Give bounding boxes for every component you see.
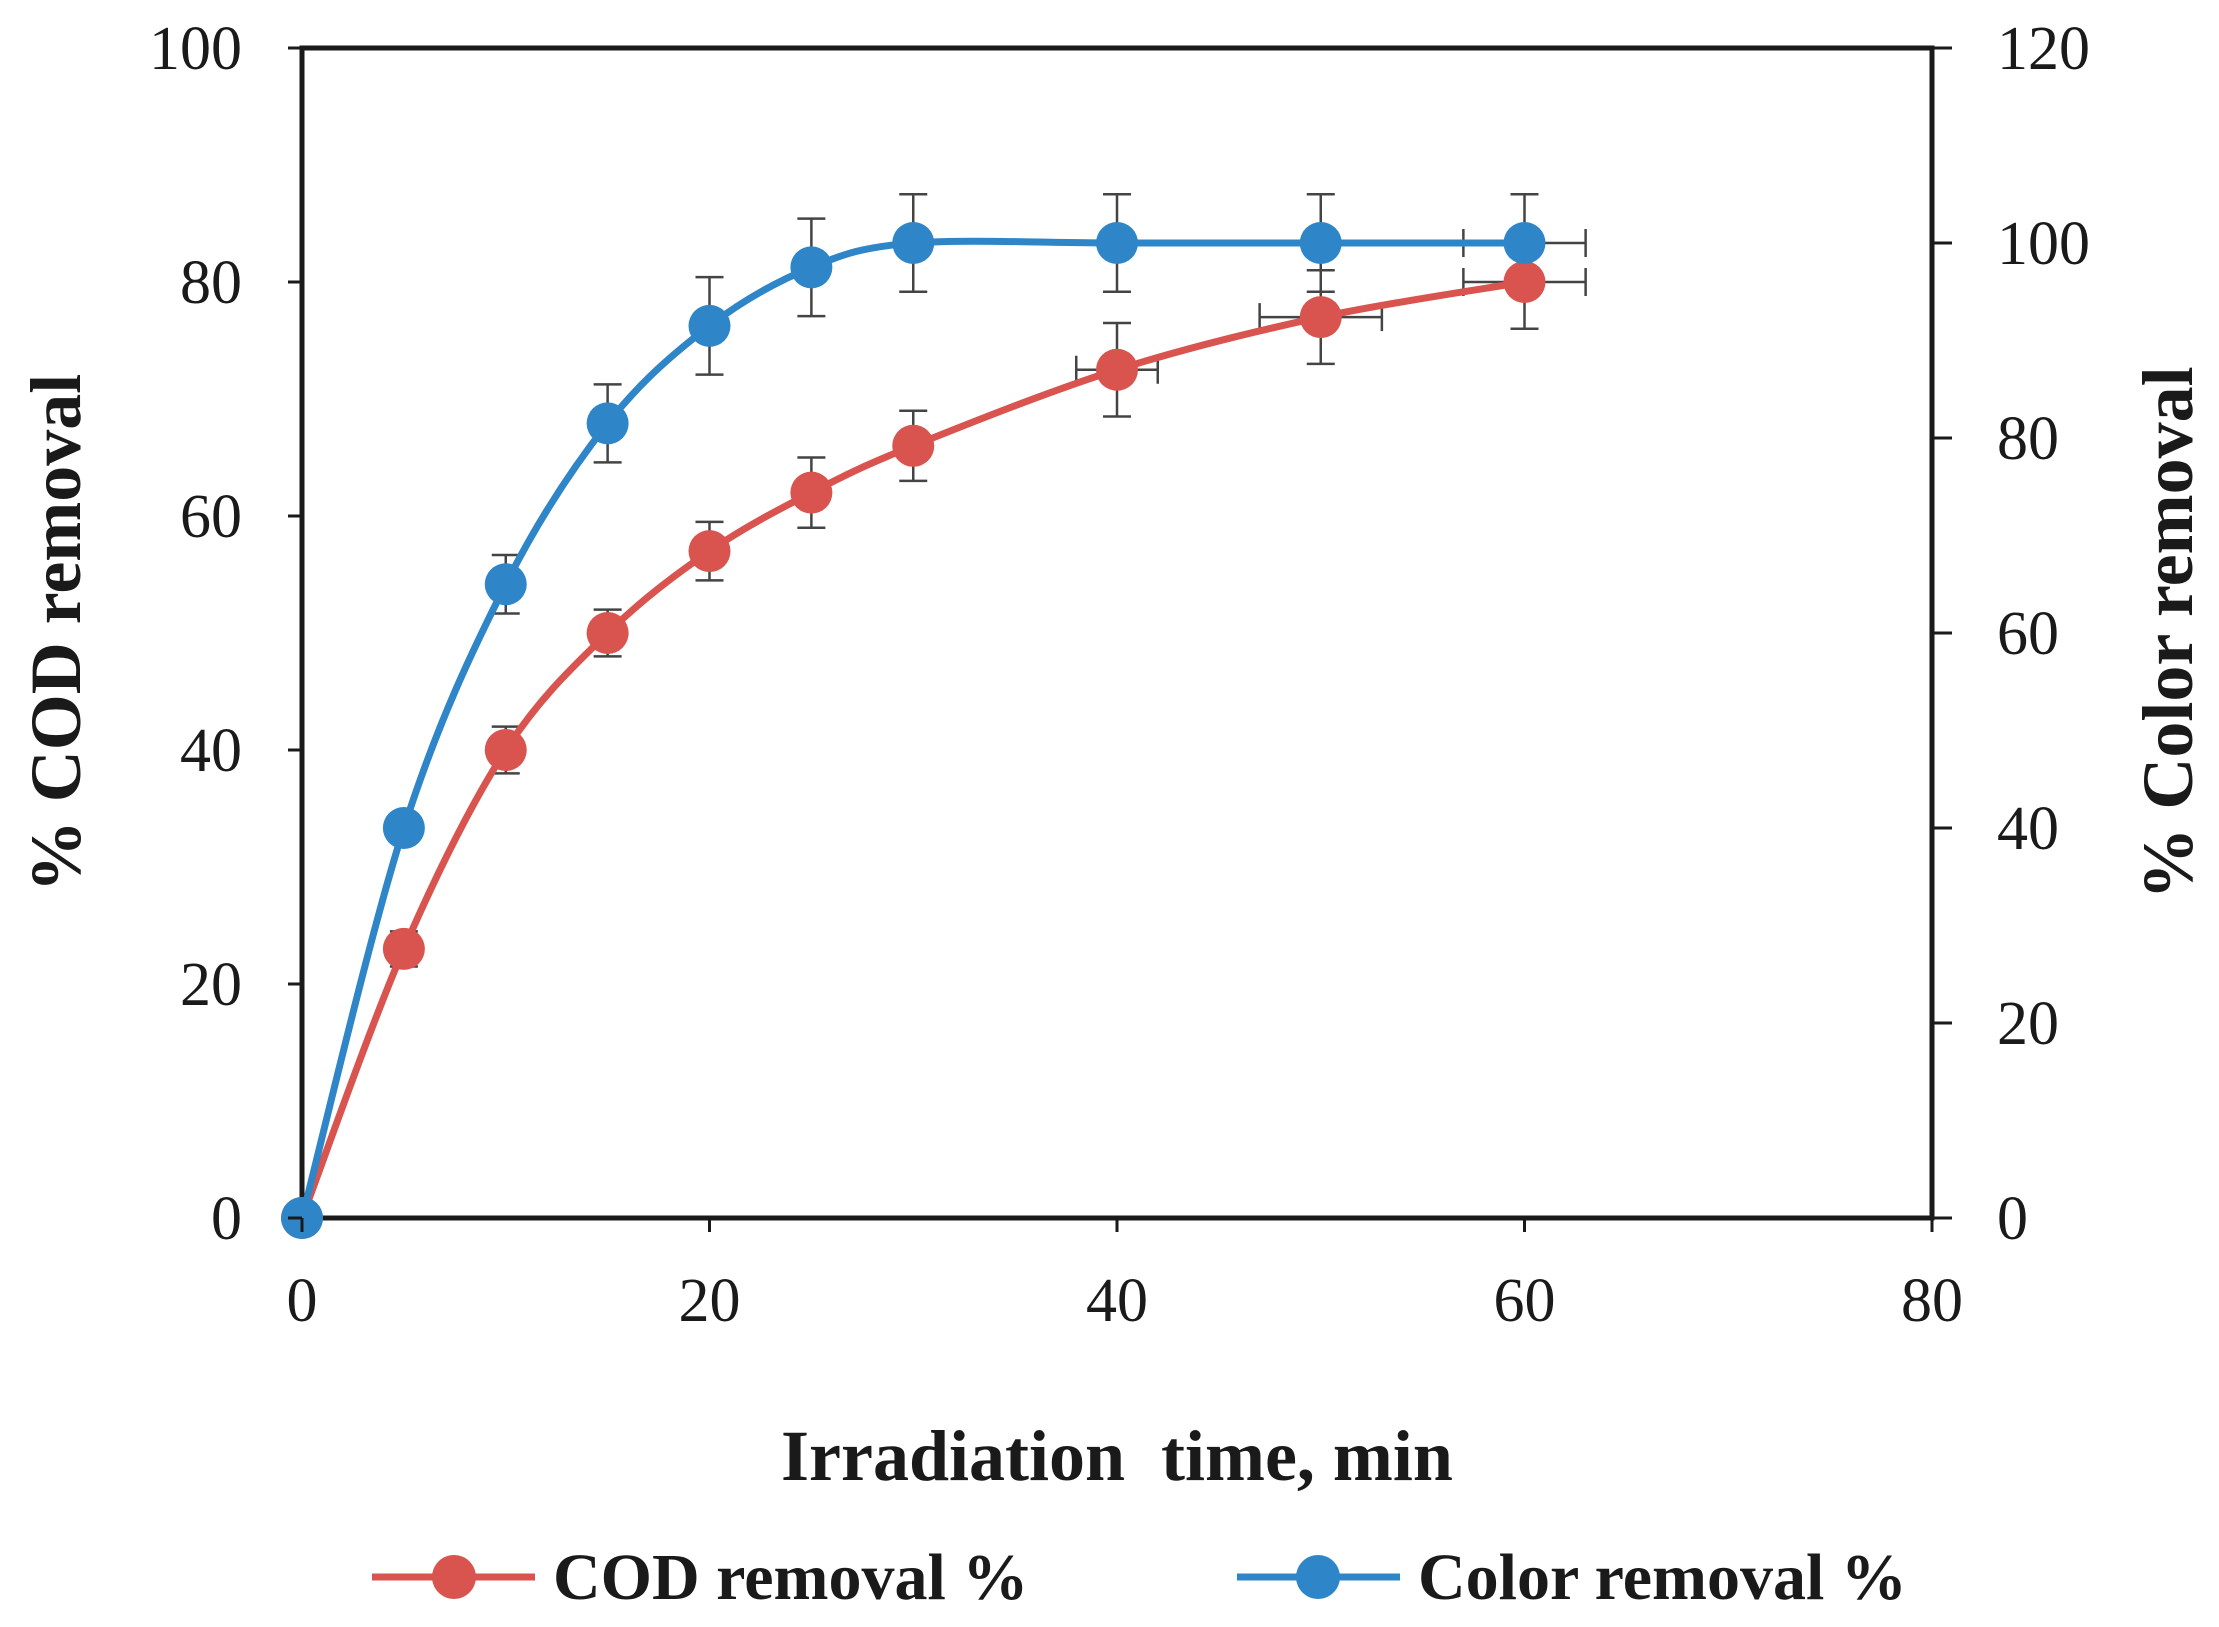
data-point-s1-p2 <box>484 563 527 606</box>
data-point-s1-p1 <box>382 807 425 849</box>
y2-axis-title: % Color removal <box>2128 366 2208 899</box>
y2-tick-label-5: 100 <box>1997 210 2090 278</box>
y-axis-title: % COD removal <box>16 374 96 893</box>
data-point-s1-p3 <box>586 402 629 445</box>
legend-label-0: COD removal % <box>553 1541 1028 1614</box>
y-tick-label-1: 20 <box>180 951 242 1019</box>
data-point-s0-p8 <box>1299 296 1342 339</box>
x-axis-title: Irradiation time, min <box>781 1416 1453 1496</box>
x-tick-label-1: 20 <box>679 1267 741 1335</box>
y-tick-label-2: 40 <box>180 717 242 785</box>
x-tick-label-4: 80 <box>1901 1267 1963 1335</box>
y2-tick-label-1: 20 <box>1997 990 2059 1058</box>
data-point-s0-p9 <box>1503 261 1546 303</box>
tick-labels: 0 20 40 60 80 0 20 40 60 80 100 0 20 40 60 80 100 120 <box>149 15 2090 1335</box>
y-tick-label-4: 80 <box>180 249 242 317</box>
data-point-s1-p7 <box>1096 222 1138 264</box>
y2-tick-label-0: 0 <box>1997 1185 2028 1253</box>
legend-marker-1 <box>1296 1555 1340 1599</box>
data-point-s0-p2 <box>484 729 527 771</box>
x-tick-label-2: 40 <box>1086 1267 1148 1335</box>
y2-tick-label-6: 120 <box>1997 15 2090 83</box>
y2-tick-label-4: 80 <box>1997 405 2059 473</box>
data-point-s1-p4 <box>688 304 731 347</box>
data-point-s0-p5 <box>790 471 833 514</box>
data-point-s1-p9 <box>1503 222 1546 264</box>
series-markers <box>281 222 1546 1239</box>
legend-label-1: Color removal % <box>1418 1541 1907 1614</box>
series-line-0 <box>298 278 1526 1220</box>
data-point-s1-p5 <box>790 246 833 289</box>
data-point-s0-p6 <box>892 424 935 467</box>
data-point-s1-p8 <box>1299 222 1342 264</box>
y-tick-label-3: 60 <box>180 483 242 551</box>
data-point-s0-p4 <box>688 530 731 573</box>
tick-marks <box>288 46 1952 1232</box>
data-point-s0-p3 <box>586 612 629 654</box>
legend: COD removal % Color removal % <box>372 1541 1907 1614</box>
data-point-s0-p7 <box>1096 348 1138 391</box>
y2-tick-label-2: 40 <box>1997 795 2059 863</box>
y-tick-label-0: 0 <box>211 1185 242 1253</box>
x-tick-label-0: 0 <box>287 1267 318 1335</box>
y-tick-label-5: 100 <box>149 15 242 83</box>
legend-marker-0 <box>432 1555 476 1599</box>
x-tick-label-3: 60 <box>1494 1267 1556 1335</box>
data-point-s1-p6 <box>892 222 935 264</box>
data-point-s0-p1 <box>382 927 425 970</box>
y2-tick-label-3: 60 <box>1997 600 2059 668</box>
